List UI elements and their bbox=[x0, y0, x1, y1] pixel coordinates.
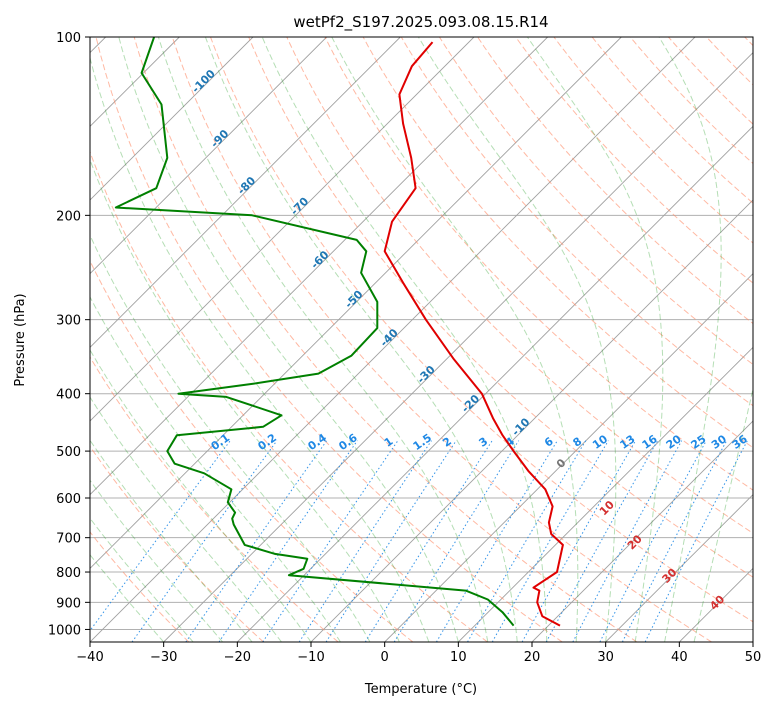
moist-adiabat bbox=[90, 349, 312, 642]
y-tick-label: 900 bbox=[56, 596, 81, 611]
x-tick-label: −10 bbox=[297, 650, 324, 665]
isotherm-lines bbox=[90, 37, 753, 642]
mixing-ratio-line bbox=[185, 440, 328, 642]
dewpoint-profile bbox=[114, 37, 515, 627]
x-tick-label: 40 bbox=[671, 650, 688, 665]
y-axis: 100 200 300 400 500 600 700 800 900 1000 bbox=[48, 31, 90, 638]
isotherm-line bbox=[90, 37, 622, 569]
dry-adiabat bbox=[286, 37, 753, 534]
isotherm-line bbox=[90, 37, 401, 348]
dry-adiabats bbox=[90, 37, 753, 642]
y-tick-label: 300 bbox=[56, 314, 81, 329]
dry-adiabat bbox=[95, 37, 563, 642]
y-tick-label: 800 bbox=[56, 566, 81, 581]
dry-adiabat bbox=[133, 37, 638, 642]
dry-adiabat bbox=[400, 37, 753, 407]
mixing-ratio-line bbox=[262, 440, 399, 642]
moist-adiabat bbox=[90, 554, 165, 642]
isotherm-line bbox=[90, 37, 548, 496]
moist-adiabat bbox=[417, 37, 617, 642]
dry-adiabat bbox=[90, 259, 414, 642]
y-tick-label: 600 bbox=[56, 492, 81, 507]
mixing-ratio-line bbox=[572, 440, 683, 642]
moist-adiabat bbox=[90, 396, 282, 642]
y-tick-label: 700 bbox=[56, 532, 81, 547]
y-axis-label: Pressure (hPa) bbox=[13, 293, 28, 386]
isotherm-line bbox=[605, 494, 753, 642]
isotherm-line bbox=[163, 52, 753, 642]
y-tick-label: 400 bbox=[56, 388, 81, 403]
isotherm-line bbox=[90, 37, 696, 642]
mixing-ratio-line bbox=[435, 440, 558, 642]
moist-adiabat bbox=[90, 439, 253, 642]
dry-adiabat bbox=[90, 531, 190, 642]
isotherm-line bbox=[237, 125, 753, 642]
moist-adiabat bbox=[90, 517, 194, 642]
mixing-ratio-line bbox=[393, 440, 520, 642]
y-tick-label: 500 bbox=[56, 445, 81, 460]
dry-adiabat bbox=[362, 37, 753, 449]
moist-adiabat bbox=[118, 37, 459, 642]
dry-adiabat bbox=[324, 37, 753, 491]
moist-adiabats bbox=[90, 37, 753, 642]
mixing-ratio-line bbox=[325, 440, 457, 642]
mixing-ratio-line bbox=[521, 440, 637, 642]
x-tick-label: 50 bbox=[745, 650, 762, 665]
moist-adiabat bbox=[90, 234, 371, 642]
mixing-ratio-line bbox=[644, 440, 748, 642]
x-axis: −40 −30 −20 −10 0 10 20 30 40 50 bbox=[76, 642, 761, 665]
isotherm-line bbox=[90, 37, 475, 422]
temperature-profile bbox=[383, 41, 564, 627]
x-tick-label: 10 bbox=[450, 650, 467, 665]
pressure-gridlines bbox=[90, 37, 753, 630]
x-tick-label: 20 bbox=[524, 650, 541, 665]
dry-adiabat bbox=[515, 37, 753, 284]
mixing-ratio-line bbox=[364, 440, 493, 642]
dry-adiabat bbox=[90, 356, 339, 642]
moist-adiabat bbox=[90, 158, 400, 642]
dry-adiabat bbox=[553, 37, 753, 244]
moist-adiabat bbox=[526, 37, 664, 642]
moist-adiabat bbox=[157, 37, 489, 642]
isotherm-line bbox=[384, 273, 753, 642]
dry-adiabat bbox=[438, 37, 753, 366]
x-tick-label: −30 bbox=[150, 650, 177, 665]
isotherm-line bbox=[90, 37, 327, 275]
x-tick-label: 0 bbox=[381, 650, 389, 665]
x-tick-label: 30 bbox=[597, 650, 614, 665]
moist-adiabat bbox=[90, 55, 430, 642]
plot-area: 0.1 0.2 0.4 0.6 1 1.5 2 3 4 6 8 10 13 16 20 25 30 36-100-… bbox=[90, 37, 753, 642]
dry-adiabat bbox=[591, 37, 753, 204]
plot-frame bbox=[89, 36, 754, 643]
mixing-ratio-line bbox=[467, 440, 587, 642]
dry-adiabat bbox=[90, 150, 488, 642]
moist-adiabat bbox=[658, 37, 722, 642]
moist-adiabat bbox=[90, 479, 223, 642]
dry-adiabat bbox=[210, 37, 753, 623]
mixing-ratio-line bbox=[90, 440, 231, 632]
x-tick-label: −20 bbox=[224, 650, 251, 665]
x-tick-label: −40 bbox=[76, 650, 103, 665]
mixing-ratio-line bbox=[298, 440, 432, 642]
dry-adiabat bbox=[477, 37, 753, 325]
sounding-profiles bbox=[114, 37, 564, 627]
chart-title: wetPf2_S197.2025.093.08.15.R14 bbox=[293, 13, 548, 32]
isotherm-line bbox=[531, 420, 753, 642]
y-tick-label: 100 bbox=[56, 31, 81, 46]
x-axis-label: Temperature (°C) bbox=[364, 682, 477, 697]
moist-adiabat bbox=[261, 37, 548, 642]
dry-adiabat bbox=[629, 37, 753, 165]
isotherm-line bbox=[90, 37, 254, 201]
dry-adiabat bbox=[248, 37, 753, 578]
mixing-ratio-line bbox=[131, 440, 278, 642]
y-tick-label: 1000 bbox=[48, 623, 81, 638]
moist-adiabat bbox=[331, 37, 579, 642]
y-tick-label: 200 bbox=[56, 209, 81, 224]
moist-adiabat bbox=[204, 37, 518, 642]
mixing-ratio-line bbox=[545, 440, 659, 642]
